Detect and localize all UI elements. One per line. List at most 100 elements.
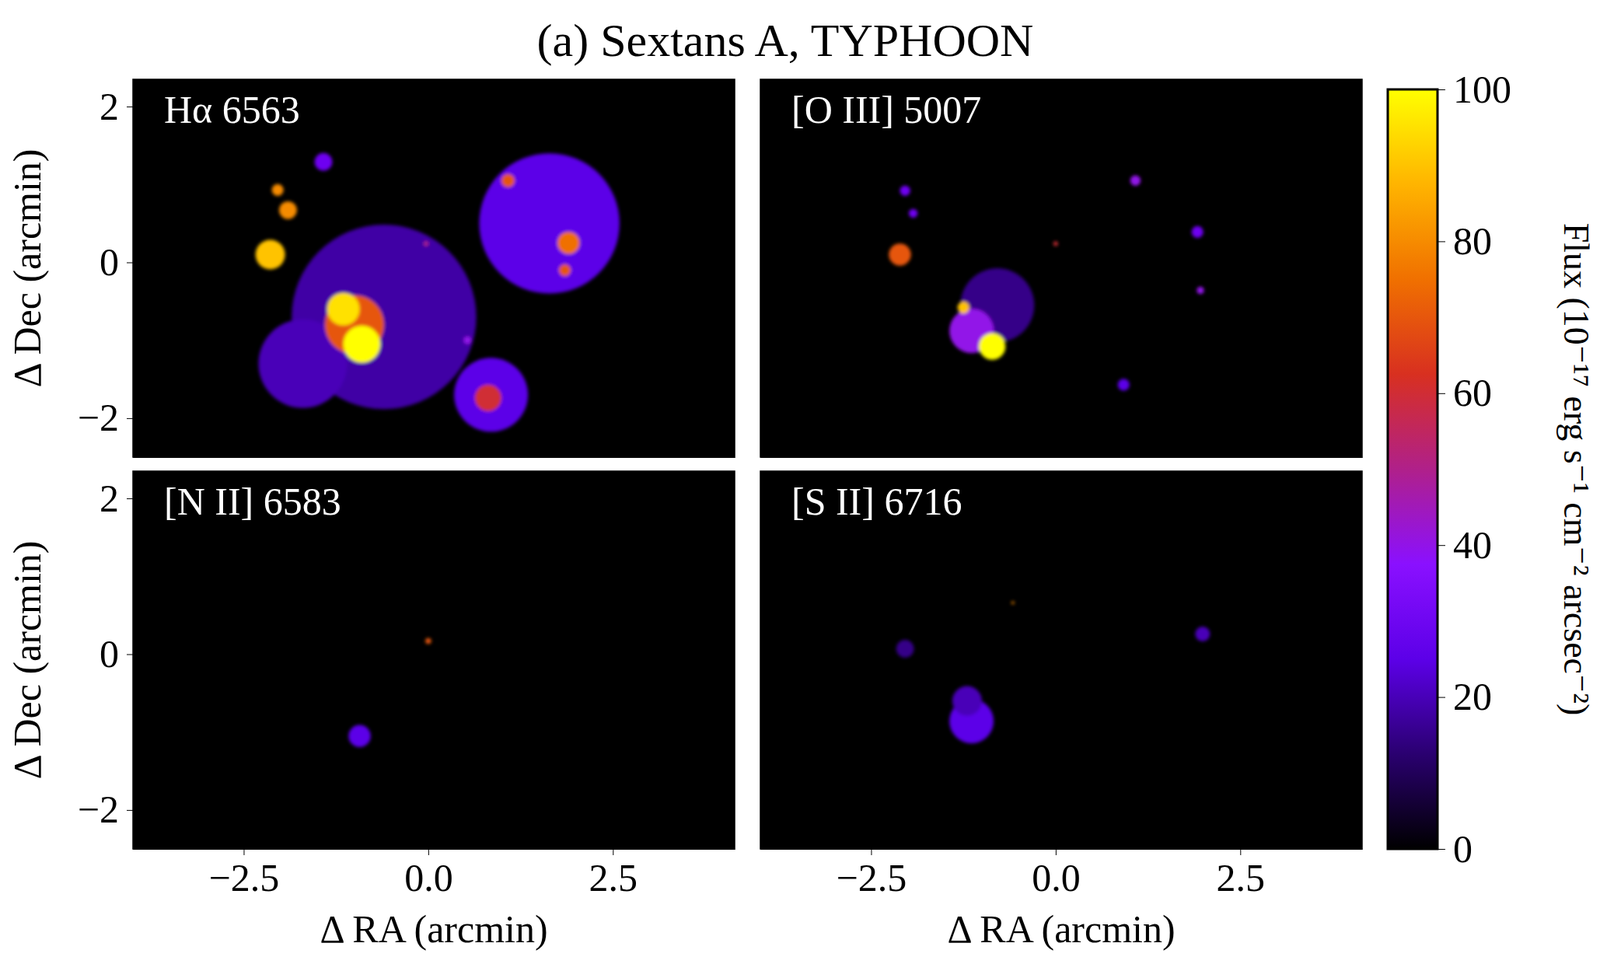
emission-region — [952, 686, 982, 717]
y-tick: −2 — [77, 787, 133, 832]
y-tick-mark — [126, 498, 133, 500]
emission-map — [348, 638, 431, 748]
panel-background — [132, 471, 735, 849]
x-axis-title: Δ RA (arcmin) — [319, 907, 548, 951]
emission-region — [957, 301, 970, 314]
y-axis-title: Δ Dec (arcmin) — [5, 540, 49, 780]
y-tick-label: 0 — [99, 632, 119, 676]
y-tick: 2 — [99, 84, 133, 129]
y-tick-label: 0 — [99, 240, 119, 284]
colorbar-axis: 0 20 40 60 80 100 — [1437, 67, 1512, 871]
y-tick: −2 — [77, 395, 133, 440]
emission-knots — [888, 175, 1205, 392]
y-tick-mark — [126, 418, 133, 420]
emission-region — [1191, 226, 1204, 238]
emission-region — [1011, 600, 1015, 605]
emission-region — [501, 174, 515, 188]
x-tick: 2.5 — [1216, 848, 1266, 900]
y-tick-label: −2 — [77, 395, 119, 440]
x-axis: −2.5 0.0 2.5 — [133, 848, 736, 900]
y-tick-mark — [126, 262, 133, 263]
y-tick-mark — [126, 106, 133, 108]
y-tick: 2 — [99, 476, 133, 521]
panel: −2.50.02.5−202[N II] 6583 — [77, 471, 736, 900]
panel-background — [760, 79, 1363, 458]
emission-map — [255, 153, 620, 432]
chart-title: (a) Sextans A, TYPHOON — [537, 14, 1035, 67]
y-tick-label: 2 — [99, 84, 119, 129]
emission-region — [478, 153, 619, 294]
emission-region — [899, 185, 910, 196]
y-tick-mark — [126, 810, 133, 811]
emission-region — [1130, 175, 1141, 186]
emission-region — [558, 264, 571, 276]
emission-region — [255, 239, 286, 269]
x-tick-mark — [1240, 848, 1241, 856]
panel-background — [760, 471, 1363, 849]
y-tick: 0 — [99, 632, 133, 676]
colorbar-tick: 80 — [1437, 219, 1492, 263]
emission-region — [1053, 241, 1059, 247]
x-tick-label: −2.5 — [836, 855, 908, 900]
x-tick-mark — [612, 848, 614, 856]
panel-title: [S II] 6716 — [791, 479, 962, 524]
y-tick-label: 2 — [99, 476, 119, 521]
panel: [O III] 5007 — [760, 79, 1363, 458]
emission-region — [348, 724, 371, 747]
emission-region — [888, 243, 911, 266]
emission-region — [896, 639, 915, 658]
emission-region — [463, 336, 471, 344]
colorbar-tick: 60 — [1437, 370, 1492, 415]
colorbar-scale — [1387, 89, 1438, 849]
x-tick-mark — [1055, 848, 1057, 856]
colorbar-tick: 20 — [1437, 674, 1492, 719]
panel: −2.5 0.0 2.5 [S II] 6716 — [760, 471, 1363, 900]
colorbar-tick-label: 40 — [1453, 523, 1492, 567]
x-tick-mark — [428, 848, 430, 856]
x-tick: 2.5 — [589, 848, 639, 900]
emission-map — [888, 175, 1205, 392]
x-tick: −2.5 — [209, 848, 280, 900]
colorbar-tick-label: 100 — [1453, 67, 1512, 112]
emission-region — [272, 184, 284, 196]
colorbar: 0 20 40 60 80 100 — [1387, 67, 1512, 871]
colorbar-tick-label: 80 — [1453, 219, 1492, 263]
panel-frame — [760, 79, 1363, 458]
emission-region — [1196, 286, 1204, 294]
x-tick-label: 0.0 — [1031, 855, 1081, 900]
emission-knots — [896, 600, 1211, 744]
y-tick-label: −2 — [77, 787, 119, 832]
emission-region — [978, 333, 1006, 360]
colorbar-title: Flux (10⁻¹⁷ erg s⁻¹ cm⁻² arcsec⁻²) — [1556, 223, 1597, 717]
y-axis: −2 0 2 — [77, 471, 134, 850]
colorbar-frame — [1387, 89, 1438, 849]
emission-region — [1194, 626, 1210, 642]
colorbar-tick-label: 60 — [1453, 370, 1492, 415]
panel-frame — [760, 471, 1363, 849]
colorbar-tick-label: 20 — [1453, 674, 1492, 719]
panel-title: Hα 6563 — [164, 87, 301, 132]
panel-frame — [132, 471, 735, 849]
emission-knots — [348, 638, 431, 748]
emission-region — [425, 638, 432, 645]
emission-region — [454, 357, 528, 432]
y-axis-title: Δ Dec (arcmin) — [5, 148, 49, 388]
emission-knots — [255, 153, 620, 432]
emission-region — [327, 293, 360, 326]
x-tick-label: 2.5 — [1216, 855, 1266, 900]
x-axis-title: Δ RA (arcmin) — [946, 907, 1175, 951]
colorbar-tick: 0 — [1437, 827, 1473, 871]
emission-region — [423, 241, 429, 247]
x-tick-mark — [243, 848, 245, 856]
x-tick-label: 2.5 — [589, 855, 639, 900]
x-tick-label: 0.0 — [404, 855, 454, 900]
y-axis: −2 0 2 — [77, 80, 134, 458]
panel-title: [O III] 5007 — [791, 87, 982, 132]
emission-region — [1117, 378, 1130, 391]
emission-region — [314, 153, 333, 172]
x-tick-label: −2.5 — [209, 855, 280, 900]
colorbar-tick: 40 — [1437, 523, 1492, 567]
emission-region — [279, 201, 297, 220]
emission-region — [908, 209, 918, 218]
emission-region — [557, 231, 580, 254]
